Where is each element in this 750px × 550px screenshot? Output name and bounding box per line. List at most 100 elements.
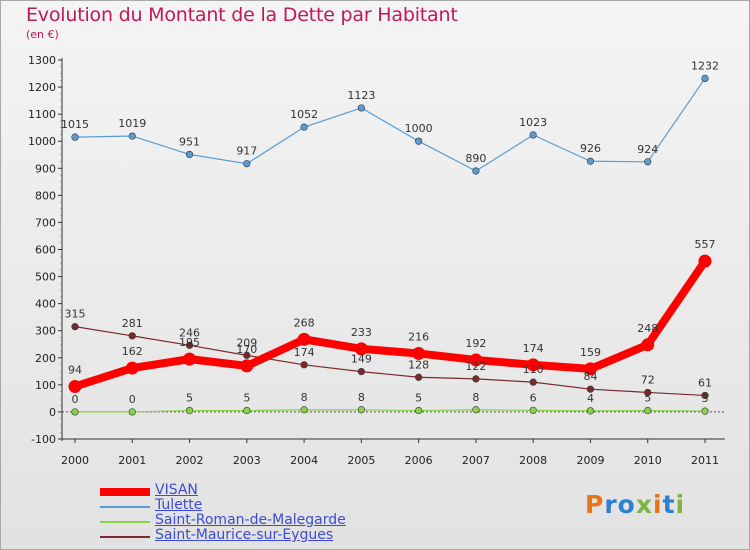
x-tick-label: 2006 <box>405 454 433 467</box>
data-label-visan: 174 <box>523 342 544 355</box>
data-label-saint-maurice-sur-eygues: 61 <box>698 376 712 389</box>
data-label-visan: 233 <box>351 326 372 339</box>
data-label-saint-roman-de-malegarde: 5 <box>644 392 651 405</box>
data-point-tulette <box>357 104 365 112</box>
x-tick-label: 2011 <box>691 454 719 467</box>
data-label-saint-roman-de-malegarde: 8 <box>358 391 365 404</box>
data-label-tulette: 1232 <box>691 59 719 72</box>
data-point-visan <box>297 332 311 346</box>
logo-letter: o <box>617 490 636 519</box>
data-point-visan <box>412 346 426 360</box>
x-tick-label: 2010 <box>634 454 662 467</box>
logo-letter: P <box>585 490 605 519</box>
data-point-saint-roman-de-malegarde <box>243 406 251 415</box>
data-point-saint-maurice-sur-eygues <box>415 373 423 381</box>
data-point-tulette <box>415 137 423 145</box>
data-point-visan <box>125 361 139 375</box>
y-tick-label: 100 <box>35 379 56 392</box>
data-point-saint-maurice-sur-eygues <box>529 378 537 386</box>
data-label-visan: 94 <box>68 363 82 376</box>
data-point-saint-roman-de-malegarde <box>644 406 652 415</box>
axes: -100010020030040050060070080090010001100… <box>28 54 725 467</box>
legend-swatch-saint-roman <box>100 521 150 523</box>
data-label-saint-roman-de-malegarde: 8 <box>301 391 308 404</box>
data-point-saint-roman-de-malegarde <box>128 408 136 416</box>
data-label-tulette: 1019 <box>118 117 146 130</box>
data-label-saint-roman-de-malegarde: 5 <box>243 392 250 405</box>
x-tick-label: 2000 <box>61 454 89 467</box>
legend-label-visan: VISAN <box>155 482 198 498</box>
data-point-saint-maurice-sur-eygues <box>300 361 308 369</box>
data-label-saint-maurice-sur-eygues: 281 <box>122 317 143 330</box>
series-line-tulette <box>74 78 706 172</box>
data-label-tulette: 924 <box>637 143 658 156</box>
data-point-visan <box>240 359 254 373</box>
legend-label-saint-roman: Saint-Roman-de-Malegarde <box>155 512 346 528</box>
y-tick-label: 600 <box>35 244 56 257</box>
data-label-tulette: 917 <box>236 145 257 158</box>
data-point-saint-roman-de-malegarde <box>415 406 423 415</box>
chart-subtitle: (en €) <box>26 28 59 41</box>
data-label-visan: 192 <box>465 337 486 350</box>
data-label-tulette: 1023 <box>519 116 547 129</box>
y-tick-label: 200 <box>35 352 56 365</box>
y-tick-label: 300 <box>35 325 56 338</box>
x-tick-label: 2008 <box>519 454 547 467</box>
chart-title: Evolution du Montant de la Dette par Hab… <box>26 4 458 26</box>
data-point-saint-roman-de-malegarde <box>529 406 537 414</box>
data-point-saint-maurice-sur-eygues <box>243 351 251 359</box>
y-tick-label: 500 <box>35 271 56 284</box>
data-point-tulette <box>300 123 308 131</box>
data-label-saint-roman-de-malegarde: 5 <box>415 392 422 405</box>
data-label-tulette: 951 <box>179 135 200 148</box>
legend-swatch-visan <box>100 488 150 496</box>
x-tick-label: 2005 <box>347 454 375 467</box>
logo-letter: t <box>662 490 676 519</box>
legend-label-tulette: Tulette <box>155 497 203 513</box>
data-point-saint-maurice-sur-eygues <box>701 391 709 400</box>
data-label-saint-maurice-sur-eygues: 209 <box>236 336 257 349</box>
data-label-saint-roman-de-malegarde: 4 <box>587 392 594 405</box>
data-label-saint-roman-de-malegarde: 3 <box>702 392 709 405</box>
data-point-saint-maurice-sur-eygues <box>185 341 194 349</box>
y-tick-label: 900 <box>35 162 56 175</box>
data-label-saint-roman-de-malegarde: 6 <box>530 391 537 404</box>
data-point-tulette <box>644 158 652 166</box>
data-point-saint-roman-de-malegarde <box>185 406 194 415</box>
y-tick-label: 1300 <box>28 54 56 67</box>
logo-letter: i <box>675 490 686 519</box>
data-label-saint-maurice-sur-eygues: 174 <box>294 346 315 359</box>
y-tick-label: 1100 <box>28 108 56 121</box>
y-tick-label: 1000 <box>28 135 56 148</box>
data-point-tulette <box>185 150 194 159</box>
series-line-saint-maurice-sur-eygues <box>74 326 706 397</box>
series-line-saint-roman-de-malegarde <box>75 409 706 413</box>
data-label-saint-maurice-sur-eygues: 72 <box>641 373 655 386</box>
logo-letter: r <box>604 490 618 519</box>
data-point-saint-maurice-sur-eygues <box>644 388 652 397</box>
y-tick-label: 700 <box>35 216 56 229</box>
data-point-tulette <box>529 131 537 139</box>
data-point-saint-roman-de-malegarde <box>357 406 365 414</box>
data-point-tulette <box>472 167 480 175</box>
data-point-visan <box>183 352 197 366</box>
data-label-saint-roman-de-malegarde: 5 <box>186 392 193 405</box>
x-tick-label: 2004 <box>290 454 318 467</box>
legend-label-saint-maurice: Saint-Maurice-sur-Eygues <box>155 527 334 543</box>
data-label-tulette: 1000 <box>405 122 433 135</box>
x-tick-label: 2009 <box>576 454 604 467</box>
data-point-saint-roman-de-malegarde <box>71 408 79 416</box>
data-label-tulette: 926 <box>580 142 601 155</box>
data-label-saint-maurice-sur-eygues: 110 <box>523 363 544 376</box>
legend-swatch-saint-maurice <box>100 536 150 538</box>
data-label-visan: 248 <box>637 322 658 335</box>
series-line-visan <box>73 258 709 391</box>
data-label-visan: 170 <box>236 343 257 356</box>
data-point-tulette <box>71 133 79 141</box>
data-point-visan <box>469 353 483 367</box>
logo-letter: i <box>653 490 663 519</box>
y-tick-label: -100 <box>31 433 56 446</box>
